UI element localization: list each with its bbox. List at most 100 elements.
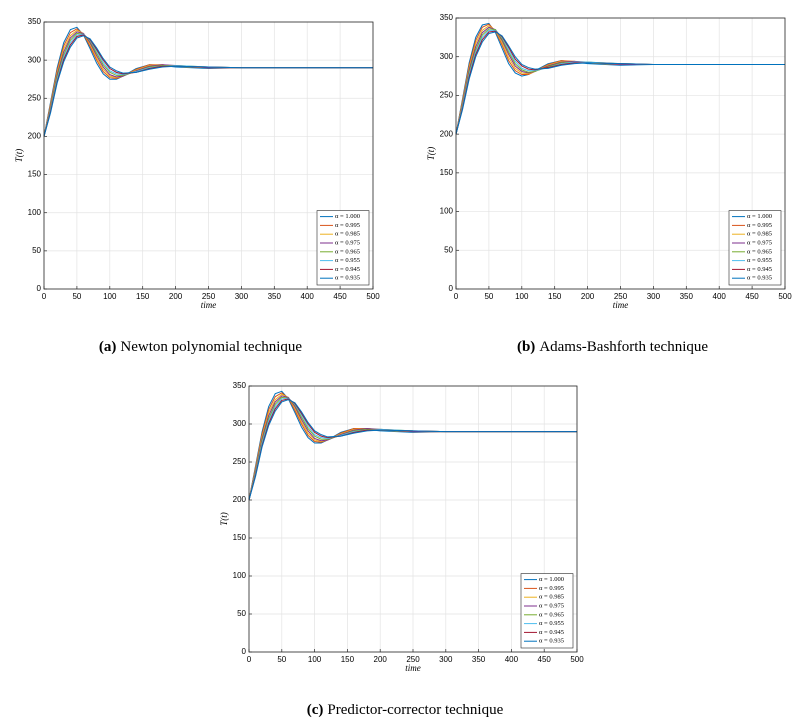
x-tick-label: 300 [439, 655, 453, 664]
x-tick-label: 100 [308, 655, 322, 664]
legend-label: α = 0.975 [539, 602, 564, 609]
caption-label: (b) [517, 339, 535, 355]
y-tick-label: 300 [440, 52, 454, 61]
y-tick-label: 150 [233, 533, 247, 542]
x-tick-label: 450 [538, 655, 552, 664]
legend-label: α = 0.965 [539, 611, 564, 618]
legend-label: α = 0.935 [539, 638, 564, 645]
x-tick-label: 0 [247, 655, 252, 664]
series-line [455, 22, 785, 135]
series-line [43, 26, 373, 137]
x-tick-label: 350 [680, 292, 694, 301]
x-tick-label: 300 [235, 292, 249, 301]
x-tick-label: 150 [341, 655, 355, 664]
x-tick-label: 500 [366, 292, 380, 301]
y-tick-label: 200 [233, 495, 247, 504]
series-line [43, 35, 373, 137]
y-tick-label: 150 [28, 170, 42, 179]
legend-label: α = 0.975 [335, 239, 360, 246]
y-tick-label: 150 [440, 168, 454, 177]
legend-label: α = 0.965 [747, 248, 772, 255]
legend-label: α = 0.995 [335, 222, 360, 229]
y-tick-label: 300 [28, 55, 42, 64]
x-tick-label: 250 [202, 292, 216, 301]
legend-label: α = 0.955 [539, 620, 564, 627]
y-tick-label: 350 [440, 13, 454, 22]
y-tick-label: 0 [37, 284, 42, 293]
legend-label: α = 0.945 [335, 266, 360, 273]
x-tick-label: 250 [406, 655, 420, 664]
x-tick-label: 100 [103, 292, 117, 301]
y-tick-label: 50 [444, 245, 453, 254]
legend-label: α = 0.935 [747, 275, 772, 282]
x-tick-label: 150 [548, 292, 562, 301]
y-tick-label: 350 [233, 381, 247, 390]
y-axis-label: T(t) [14, 149, 24, 163]
series-line [248, 390, 577, 501]
legend-label: α = 0.995 [747, 222, 772, 229]
x-tick-label: 50 [484, 292, 493, 301]
x-axis-label: time [405, 663, 421, 673]
legend-label: α = 1.000 [747, 213, 772, 220]
legend-label: α = 0.955 [747, 257, 772, 264]
x-tick-label: 0 [454, 292, 459, 301]
caption-text: Predictor-corrector technique [327, 702, 503, 718]
axes-box [455, 17, 786, 290]
legend-label: α = 1.000 [335, 213, 360, 220]
legend-label: α = 0.935 [335, 275, 360, 282]
caption: (c) Predictor-corrector technique [307, 702, 504, 718]
legend-label: α = 0.955 [335, 257, 360, 264]
legend-box [520, 573, 574, 649]
legend-label: α = 0.985 [747, 231, 772, 238]
x-tick-label: 0 [42, 292, 47, 301]
y-tick-label: 100 [233, 571, 247, 580]
series-line [248, 399, 577, 501]
x-tick-label: 400 [301, 292, 315, 301]
legend-label: α = 0.965 [335, 248, 360, 255]
x-tick-label: 300 [647, 292, 661, 301]
y-tick-label: 200 [440, 129, 454, 138]
x-tick-label: 50 [277, 655, 286, 664]
y-tick-label: 250 [440, 91, 454, 100]
legend-label: α = 0.995 [539, 585, 564, 592]
caption-text: Newton polynomial technique [120, 339, 302, 355]
y-tick-label: 350 [28, 17, 42, 26]
x-axis-label: time [201, 300, 217, 310]
x-tick-label: 150 [136, 292, 150, 301]
y-tick-label: 300 [233, 419, 247, 428]
y-tick-label: 50 [237, 609, 246, 618]
x-tick-label: 450 [333, 292, 347, 301]
legend-label: α = 0.985 [539, 594, 564, 601]
x-tick-label: 200 [169, 292, 183, 301]
caption-text: Adams-Bashforth technique [539, 339, 708, 355]
legend-label: α = 0.945 [539, 629, 564, 636]
x-tick-label: 500 [570, 655, 584, 664]
legend-label: α = 0.985 [335, 231, 360, 238]
x-tick-label: 200 [581, 292, 595, 301]
x-tick-label: 400 [713, 292, 727, 301]
caption: (b) Adams-Bashforth technique [517, 339, 708, 355]
x-tick-label: 450 [745, 292, 759, 301]
y-axis-label: T(t) [426, 147, 436, 161]
y-tick-label: 50 [32, 246, 41, 255]
axes-box [248, 385, 578, 653]
x-tick-label: 250 [614, 292, 628, 301]
y-axis-label: T(t) [219, 512, 229, 526]
x-tick-label: 200 [374, 655, 388, 664]
caption-label: (c) [307, 702, 324, 718]
caption: (a) Newton polynomial technique [99, 339, 302, 355]
axes-box [43, 21, 374, 290]
x-tick-label: 500 [778, 292, 792, 301]
x-tick-label: 350 [472, 655, 486, 664]
legend-label: α = 0.975 [747, 239, 772, 246]
x-axis-label: time [613, 300, 629, 310]
x-tick-label: 350 [268, 292, 282, 301]
y-tick-label: 100 [440, 207, 454, 216]
y-tick-label: 0 [449, 284, 454, 293]
x-tick-label: 50 [72, 292, 81, 301]
y-tick-label: 100 [28, 208, 42, 217]
y-tick-label: 250 [233, 457, 247, 466]
series-line [455, 31, 785, 135]
y-tick-label: 250 [28, 93, 42, 102]
